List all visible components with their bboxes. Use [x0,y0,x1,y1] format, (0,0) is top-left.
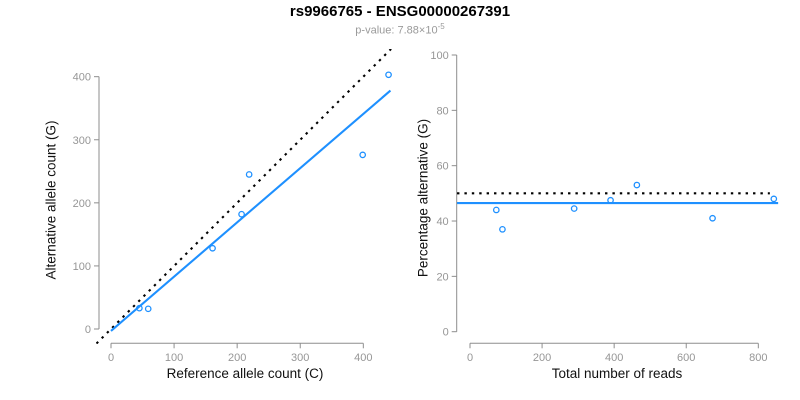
x-tick-label: 400 [354,352,372,364]
y-tick-label: 400 [73,72,91,84]
x-tick-label: 800 [749,352,767,364]
data-point [136,304,143,312]
pvalue-text: p-value: 7.88×10 [355,24,438,37]
data-point [385,71,392,79]
fit-line [110,89,392,332]
data-point [709,214,716,222]
data-point [607,196,614,204]
data-point [245,171,253,178]
y-tick-label: 0 [443,327,449,339]
x-tick-label: 300 [291,352,309,364]
left-scatter-plot: 0 100 200 300 400 0 100 200 300 400 [73,49,392,364]
x-tick-label: 100 [165,352,183,364]
y-tick-label: 300 [73,135,91,147]
data-point [209,244,216,252]
expected-50-50-line [96,49,392,344]
y-tick-label: 0 [85,324,91,336]
y-tick-label: 60 [436,161,448,173]
y-tick-label: 100 [73,261,91,273]
right-x-axis-title: Total number of reads [551,366,683,381]
data-point [633,181,641,189]
data-point [570,205,578,212]
y-tick-label: 20 [436,271,448,283]
left-y-axis-title: Alternative allele count (G) [43,120,59,280]
figure-title: rs9966765 - ENSG00000267391 [289,3,511,20]
right-scatter-plot: 0 20 40 60 80 100 0 200 400 600 800 [430,50,779,364]
x-tick-label: 0 [108,352,114,364]
figure-subtitle: p-value: 7.88×10-5 [0,22,800,37]
x-tick-label: 200 [228,352,246,364]
data-point [359,151,367,159]
data-point [770,195,778,203]
data-point [144,305,152,313]
data-point [499,225,506,233]
x-tick-label: 200 [533,352,551,364]
data-point [492,206,500,214]
y-tick-label: 80 [436,105,448,117]
x-tick-label: 600 [677,352,695,364]
right-y-axis-title: Percentage alternative (G) [415,118,431,278]
y-tick-label: 40 [436,216,448,228]
x-tick-label: 0 [467,352,473,364]
left-x-axis-title: Reference allele count (C) [166,366,324,381]
y-tick-label: 200 [73,198,91,210]
x-tick-label: 400 [605,352,623,364]
y-tick-label: 100 [430,50,448,62]
data-point [238,210,245,218]
pvalue-exponent: -5 [437,22,445,31]
